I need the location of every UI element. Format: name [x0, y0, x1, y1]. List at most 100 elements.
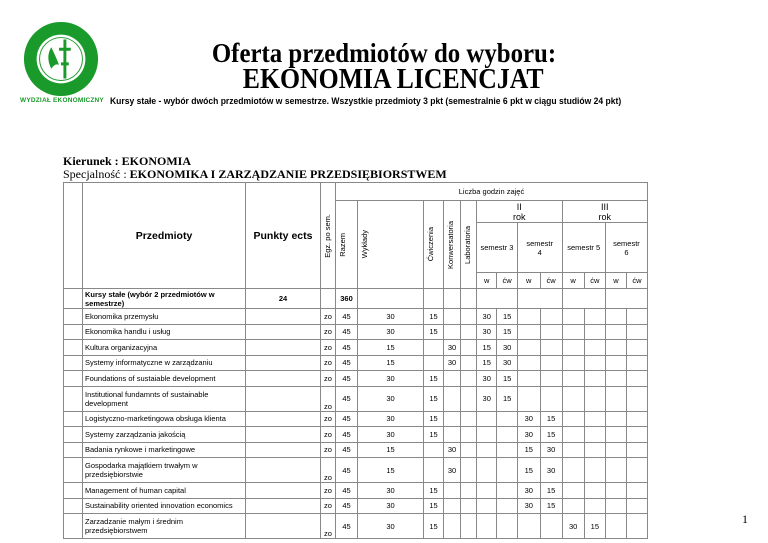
cell-s5w — [561, 497, 585, 514]
table-row: Management of human capital zo 45 30 15 30 15 — [63, 482, 649, 499]
cell-wyk: 30 — [357, 497, 424, 514]
cell-s4w — [516, 513, 541, 539]
cell-s4c: 30 — [539, 457, 563, 483]
cell-razem: 45 — [335, 370, 358, 387]
header-konwersatoria: Konwersatoria — [446, 220, 455, 269]
cell-egz: zo — [320, 308, 336, 325]
cell-razem: 45 — [335, 339, 358, 356]
cell-s4w: 30 — [516, 426, 541, 443]
header-sem3: semestr 3 — [476, 222, 518, 273]
cell-s5c — [583, 497, 606, 514]
cell-s5w — [561, 370, 585, 387]
header-sem4: semestr 4 — [516, 222, 563, 273]
cell-konw — [443, 482, 461, 499]
cell-cw — [423, 457, 444, 483]
table-row: Kultura organizacyjna zo 45 15 30 15 30 — [63, 339, 649, 356]
summary-razem: 360 — [335, 288, 358, 309]
cell-s5w — [561, 323, 585, 340]
cell-konw — [443, 308, 461, 325]
cell-name: Gospodarka majątkiem trwałym w przedsięb… — [82, 457, 246, 483]
cell-wyk: 30 — [357, 385, 424, 412]
cell-name: Ekonomika przemysłu — [82, 308, 246, 325]
cell-s5w — [561, 339, 585, 356]
cell-s5c — [583, 323, 606, 340]
cell-name: Foundations of sustaiable development — [82, 370, 246, 387]
title-line-1: Oferta przedmiotów do wyboru: — [211, 38, 557, 68]
header-liczba-godzin: Liczba godzin zajęć — [335, 182, 648, 201]
cell-egz: zo — [320, 457, 336, 483]
cell-name: Kultura organizacyjna — [82, 339, 246, 356]
header-rok-2: II rok — [476, 200, 563, 223]
cell-egz: zo — [320, 339, 336, 356]
cell-egz: zo — [320, 410, 336, 427]
cell-s3w: 30 — [475, 370, 498, 387]
header-punkty: Punkty ects — [245, 182, 321, 289]
cell-s4w: 15 — [516, 457, 541, 483]
header-cw-sem3: ćw — [496, 272, 518, 289]
cell-s3c: 30 — [496, 354, 518, 371]
cell-s3c — [496, 513, 518, 539]
cell-s3w: 15 — [475, 339, 498, 356]
cell-name: Zarzadzanie małym i średnim przedsiębior… — [82, 513, 246, 539]
cell-razem: 45 — [335, 441, 358, 458]
cell-konw — [443, 323, 461, 340]
cell-razem: 45 — [335, 513, 358, 539]
cell-wyk: 30 — [357, 308, 424, 325]
cell-s5c — [583, 482, 606, 499]
cell-konw — [443, 385, 461, 412]
header-wyklady: Wykłady — [360, 230, 369, 259]
cell-wyk: 15 — [357, 441, 424, 458]
cell-konw — [443, 513, 461, 539]
cell-name: Ekonomika handlu i usług — [82, 323, 246, 340]
cell-cw: 15 — [423, 370, 444, 387]
header-egz: Egz. po sem. — [323, 213, 332, 258]
cell-konw: 30 — [443, 441, 461, 458]
cell-razem: 45 — [335, 426, 358, 443]
cell-s4c — [539, 354, 563, 371]
cell-razem: 45 — [335, 457, 358, 483]
cell-s3w — [475, 513, 498, 539]
header-sem5: semestr 5 — [561, 222, 606, 273]
cell-name: Systemy informatyczne w zarządzaniu — [82, 354, 246, 371]
cell-egz: zo — [320, 323, 336, 340]
cell-egz: zo — [320, 385, 336, 412]
cell-s5c — [583, 385, 606, 412]
title-line-2: EKONOMIA LICENCJAT — [242, 64, 544, 95]
cell-s4c: 30 — [539, 441, 563, 458]
cell-s4c — [539, 513, 563, 539]
cell-egz: zo — [320, 426, 336, 443]
cell-s4w — [516, 385, 541, 412]
cell-cw — [423, 354, 444, 371]
table-row: Ekonomika przemysłu zo 45 30 15 30 15 — [63, 308, 649, 325]
cell-wyk: 30 — [357, 426, 424, 443]
cell-s5c — [583, 339, 606, 356]
courses-table: Przedmioty Punkty ects Egz. po sem. Licz… — [63, 182, 649, 539]
cell-razem: 45 — [335, 308, 358, 325]
cell-cw — [423, 339, 444, 356]
cell-razem: 45 — [335, 385, 358, 412]
summary-name: Kursy stałe (wybór 2 przedmiotów w semes… — [82, 288, 246, 309]
cell-s5c — [583, 370, 606, 387]
cell-s3c: 15 — [496, 385, 518, 412]
cell-s5w — [561, 457, 585, 483]
cell-s3c: 15 — [496, 323, 518, 340]
cell-s4c: 15 — [539, 497, 563, 514]
cell-s4w: 30 — [516, 497, 541, 514]
cell-wyk: 15 — [357, 339, 424, 356]
cell-s5w — [561, 482, 585, 499]
table-row: Systemy informatyczne w zarządzaniu zo 45 1… — [63, 354, 649, 371]
cell-s3c: 30 — [496, 339, 518, 356]
cell-s3w — [475, 426, 498, 443]
cell-s4w — [516, 323, 541, 340]
cell-wyk: 15 — [357, 354, 424, 371]
cell-razem: 45 — [335, 323, 358, 340]
table-row: Logistyczno-marketingowa obsługa klienta… — [63, 410, 649, 427]
header-w-sem3: w — [475, 272, 498, 289]
header-cwiczenia: Ćwiczenia — [426, 227, 435, 262]
cell-s3c: 15 — [496, 308, 518, 325]
cell-razem: 45 — [335, 354, 358, 371]
cell-s4c — [539, 385, 563, 412]
cell-s4c: 15 — [539, 482, 563, 499]
cell-s4w: 30 — [516, 410, 541, 427]
